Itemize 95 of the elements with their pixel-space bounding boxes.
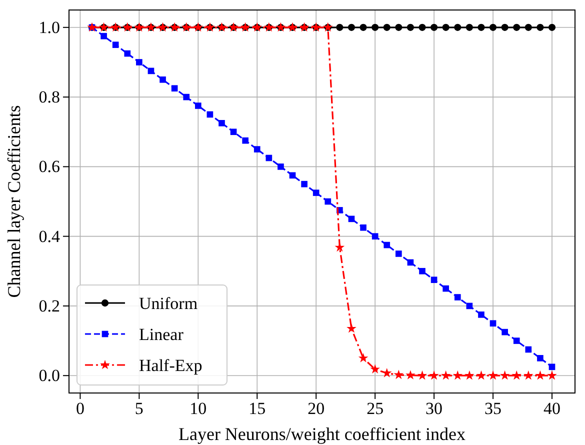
point bbox=[440, 370, 451, 380]
legend-label: Half-Exp bbox=[139, 356, 202, 375]
point bbox=[490, 320, 496, 327]
x-tick-label: 0 bbox=[76, 399, 84, 418]
point bbox=[206, 111, 214, 118]
y-tick-label: 0.4 bbox=[38, 226, 60, 246]
point bbox=[418, 24, 426, 31]
legend-label: Uniform bbox=[139, 294, 198, 313]
point bbox=[183, 94, 190, 100]
point bbox=[501, 24, 508, 31]
point bbox=[548, 24, 556, 31]
point bbox=[136, 59, 142, 66]
point bbox=[372, 24, 379, 31]
point bbox=[372, 233, 378, 240]
point bbox=[537, 355, 544, 362]
point bbox=[360, 224, 366, 231]
point bbox=[406, 370, 416, 380]
point bbox=[523, 370, 534, 380]
point bbox=[419, 268, 426, 274]
point bbox=[429, 370, 439, 380]
point bbox=[230, 128, 237, 136]
x-axis-title: Layer Neurons/weight coefficient index bbox=[178, 424, 466, 444]
point bbox=[254, 146, 260, 152]
y-tick-label: 0.6 bbox=[38, 157, 60, 176]
point bbox=[513, 338, 520, 344]
point bbox=[218, 120, 225, 126]
point bbox=[524, 24, 532, 31]
point bbox=[442, 285, 450, 292]
point bbox=[478, 311, 484, 318]
point bbox=[525, 346, 532, 353]
point bbox=[346, 323, 356, 333]
y-tick-label: 1.0 bbox=[38, 18, 60, 37]
point bbox=[502, 328, 508, 336]
point bbox=[334, 242, 345, 252]
x-tick-label: 20 bbox=[308, 399, 325, 418]
point bbox=[312, 190, 320, 196]
point bbox=[417, 370, 428, 380]
point bbox=[406, 24, 414, 31]
point bbox=[278, 164, 284, 170]
point bbox=[489, 24, 497, 31]
point bbox=[324, 198, 332, 205]
point bbox=[301, 180, 308, 188]
x-tick-label: 5 bbox=[134, 399, 144, 418]
point bbox=[430, 276, 438, 284]
point bbox=[171, 85, 178, 92]
point bbox=[242, 137, 248, 144]
point bbox=[476, 370, 486, 380]
point bbox=[358, 353, 368, 362]
x-tick-label: 35 bbox=[484, 399, 502, 418]
point bbox=[148, 68, 154, 74]
point bbox=[478, 24, 485, 31]
point bbox=[336, 24, 344, 31]
point bbox=[124, 50, 131, 57]
point bbox=[454, 294, 461, 300]
point bbox=[466, 24, 474, 31]
x-tick-label: 15 bbox=[248, 399, 266, 418]
point bbox=[454, 24, 462, 31]
point bbox=[383, 24, 390, 31]
point bbox=[100, 32, 107, 40]
point bbox=[442, 24, 450, 31]
y-tick-label: 0.0 bbox=[38, 366, 60, 386]
point bbox=[535, 370, 546, 380]
point bbox=[430, 24, 438, 31]
point bbox=[394, 370, 404, 380]
x-tick-label: 10 bbox=[190, 399, 207, 418]
point bbox=[396, 250, 402, 257]
point bbox=[395, 24, 402, 31]
point bbox=[348, 216, 355, 222]
point bbox=[266, 154, 272, 162]
point bbox=[466, 302, 473, 310]
point bbox=[513, 24, 520, 31]
point bbox=[384, 242, 390, 248]
point bbox=[536, 24, 544, 31]
y-tick-label: 0.2 bbox=[38, 296, 60, 316]
point bbox=[407, 259, 414, 266]
y-axis-title: Channel layer Coefficients bbox=[4, 105, 24, 298]
point bbox=[370, 364, 380, 374]
legend-label: Linear bbox=[139, 325, 184, 344]
point bbox=[112, 42, 119, 48]
x-tick-label: 40 bbox=[544, 399, 560, 418]
point bbox=[348, 24, 356, 31]
point bbox=[500, 370, 510, 380]
x-tick-label: 25 bbox=[366, 399, 384, 418]
point bbox=[452, 370, 463, 380]
point bbox=[547, 370, 557, 380]
point bbox=[488, 370, 498, 380]
point bbox=[464, 370, 474, 380]
point bbox=[548, 364, 556, 370]
point bbox=[360, 24, 367, 31]
y-tick-label: 0.8 bbox=[38, 87, 60, 106]
point bbox=[160, 76, 166, 83]
point bbox=[194, 102, 202, 109]
point bbox=[512, 370, 522, 380]
point bbox=[289, 172, 296, 179]
x-tick-label: 30 bbox=[426, 399, 443, 418]
